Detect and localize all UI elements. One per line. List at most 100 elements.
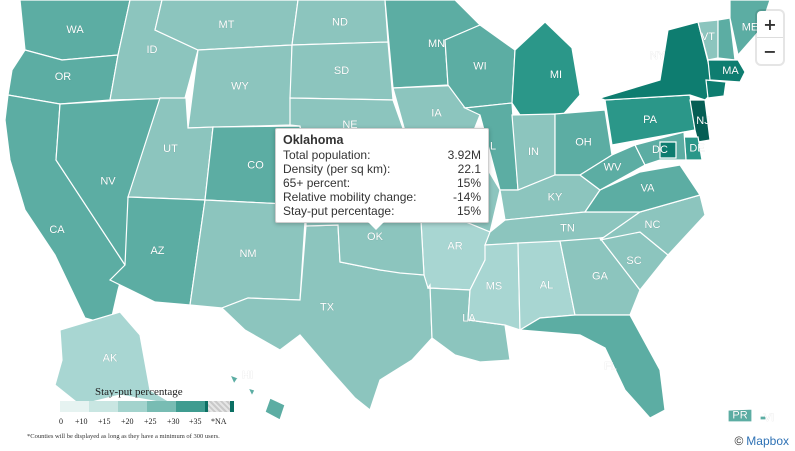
state-label-nj: NJ bbox=[696, 115, 709, 127]
state-label-wv: WV bbox=[604, 161, 622, 173]
state-label-sd: SD bbox=[334, 65, 349, 77]
legend-tick: +25 bbox=[144, 417, 157, 426]
legend-swatch bbox=[176, 401, 205, 412]
legend-title: Stay-put percentage bbox=[95, 386, 183, 398]
legend: Stay-put percentage 0 +10 +15 +20 +25 +3… bbox=[55, 383, 235, 429]
state-hi[interactable] bbox=[228, 373, 286, 421]
state-label-de: DE bbox=[689, 142, 704, 154]
state-label-va: VA bbox=[641, 182, 656, 194]
state-label-me: ME bbox=[742, 21, 759, 33]
tooltip-label: Stay-put percentage: bbox=[283, 204, 395, 218]
legend-swatch bbox=[118, 401, 147, 412]
state-ga[interactable] bbox=[559, 237, 641, 316]
state-label-in: IN bbox=[528, 146, 539, 158]
state-label-pr: PR bbox=[732, 409, 747, 421]
state-label-oh: OH bbox=[575, 136, 592, 148]
state-label-ak: AK bbox=[103, 352, 118, 364]
states-layer bbox=[4, 0, 771, 423]
zoom-control: + − bbox=[757, 11, 783, 64]
state-label-nc: NC bbox=[645, 219, 661, 231]
state-label-ia: IA bbox=[431, 107, 442, 119]
state-label-fl: FL bbox=[604, 360, 617, 372]
tooltip-label: Total population: bbox=[283, 148, 371, 162]
state-label-vi: VI bbox=[764, 412, 774, 424]
state-label-al: AL bbox=[540, 279, 553, 291]
state-fl[interactable] bbox=[518, 314, 666, 419]
legend-swatch bbox=[60, 401, 89, 412]
tooltip-row: 65+ percent: 15% bbox=[283, 176, 481, 190]
state-label-az: AZ bbox=[150, 245, 164, 257]
state-tooltip: Oklahoma Total population: 3.92M Density… bbox=[275, 128, 489, 230]
tooltip-title: Oklahoma bbox=[283, 133, 344, 147]
state-label-or: OR bbox=[55, 71, 72, 83]
state-label-ca: CA bbox=[49, 224, 65, 236]
tooltip-row: Density (per sq km): 22.1 bbox=[283, 162, 481, 176]
state-label-nm: NM bbox=[239, 248, 256, 260]
legend-tick: +20 bbox=[121, 417, 134, 426]
legend-tick: 0 bbox=[59, 417, 63, 426]
legend-na-swatch bbox=[208, 401, 230, 412]
tooltip-label: Density (per sq km): bbox=[283, 162, 391, 176]
state-label-ga: GA bbox=[592, 270, 609, 282]
state-label-ny: NY bbox=[650, 50, 666, 62]
state-pr[interactable] bbox=[727, 408, 753, 423]
state-label-mn: MN bbox=[428, 38, 445, 50]
state-label-mt: MT bbox=[219, 19, 235, 31]
state-vi[interactable] bbox=[759, 415, 767, 421]
tooltip-value: 15% bbox=[456, 204, 481, 218]
legend-tick: +15 bbox=[98, 417, 111, 426]
state-label-sc: SC bbox=[626, 255, 641, 267]
legend-tick: *NA bbox=[211, 417, 227, 426]
tooltip-label: 65+ percent: bbox=[283, 176, 351, 190]
tooltip-label: Relative mobility change: bbox=[283, 190, 417, 204]
state-ak[interactable] bbox=[54, 311, 176, 406]
zoom-out-button[interactable]: − bbox=[757, 37, 783, 64]
state-label-la: LA bbox=[462, 312, 476, 324]
tooltip-value: -14% bbox=[452, 190, 481, 204]
legend-tick: +10 bbox=[75, 417, 88, 426]
state-label-wy: WY bbox=[231, 80, 249, 92]
legend-tick: +35 bbox=[189, 417, 202, 426]
state-label-nv: NV bbox=[100, 175, 116, 187]
legend-swatch bbox=[147, 401, 176, 412]
state-label-wi: WI bbox=[473, 60, 486, 72]
state-nj[interactable] bbox=[689, 99, 711, 143]
state-label-il: IL bbox=[487, 140, 496, 152]
mapbox-link[interactable]: Mapbox bbox=[746, 434, 789, 448]
state-label-id: ID bbox=[147, 44, 158, 56]
state-label-mi: MI bbox=[550, 69, 562, 81]
state-label-nd: ND bbox=[332, 16, 348, 28]
state-label-tx: TX bbox=[320, 301, 335, 313]
state-label-ma: MA bbox=[722, 65, 739, 77]
attribution: © Mapbox bbox=[734, 434, 789, 448]
zoom-in-button[interactable]: + bbox=[763, 14, 777, 34]
tooltip-row: Relative mobility change: -14% bbox=[283, 190, 481, 204]
state-label-hi: HI bbox=[242, 369, 253, 381]
state-label-ok: OK bbox=[367, 231, 384, 243]
legend-tick: +30 bbox=[167, 417, 180, 426]
tooltip-row: Total population: 3.92M bbox=[283, 148, 481, 162]
state-label-dc: DC bbox=[652, 144, 668, 156]
state-label-vt: VT bbox=[701, 31, 715, 43]
tooltip-value: 15% bbox=[456, 176, 481, 190]
tooltip-value: 22.1 bbox=[457, 162, 481, 176]
footnote: *Counties will be displayed as long as t… bbox=[27, 433, 220, 440]
state-label-co: CO bbox=[247, 159, 264, 171]
state-ct[interactable] bbox=[705, 79, 727, 99]
state-mi[interactable] bbox=[511, 21, 581, 119]
state-dc[interactable] bbox=[659, 141, 677, 159]
state-ma[interactable] bbox=[707, 59, 746, 83]
state-labels-layer: WAORCANVIDMTWYUTAZCONMNDSDNEOKTXMNIAARLA… bbox=[49, 16, 774, 424]
tooltip-value: 3.92M bbox=[447, 148, 481, 162]
state-label-ut: UT bbox=[163, 143, 178, 155]
state-label-ar: AR bbox=[447, 240, 462, 252]
legend-swatch bbox=[89, 401, 118, 412]
state-label-wa: WA bbox=[66, 24, 84, 36]
copyright-symbol: © bbox=[734, 434, 744, 448]
state-label-tn: TN bbox=[560, 222, 575, 234]
state-label-ms: MS bbox=[486, 280, 503, 292]
tooltip-row: Stay-put percentage: 15% bbox=[283, 204, 481, 218]
state-label-ky: KY bbox=[548, 191, 563, 203]
